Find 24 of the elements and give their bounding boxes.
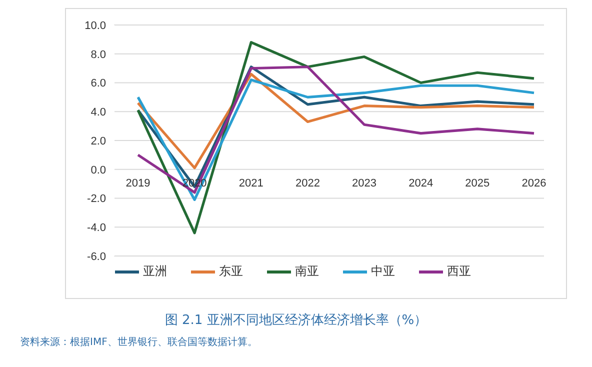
- x-tick-label: 2022: [295, 177, 320, 190]
- y-tick-label: 4.0: [90, 106, 106, 119]
- x-tick-label: 2020: [182, 177, 207, 190]
- x-tick-label: 2019: [126, 177, 150, 190]
- x-tick-label: 2021: [238, 177, 264, 190]
- x-tick-label: 2023: [352, 177, 377, 190]
- legend-label: 西亚: [447, 264, 471, 278]
- y-tick-label: -6.0: [87, 250, 106, 263]
- legend-label: 中亚: [371, 264, 395, 278]
- legend-label: 南亚: [295, 264, 319, 278]
- legend-label: 东亚: [219, 264, 243, 278]
- text: 图 2.1 亚洲不同地区经济体经济增长率（%）: [164, 312, 428, 329]
- text: 资料来源：根据IMF、世界银行、联合国等数据计算。: [20, 336, 258, 349]
- y-tick-label: -4.0: [87, 222, 106, 234]
- legend-label: 亚洲: [143, 264, 167, 278]
- y-tick-label: 2.0: [90, 135, 106, 148]
- x-tick-label: 2024: [408, 177, 434, 190]
- x-tick-label: 2025: [465, 177, 490, 190]
- x-tick-label: 2026: [522, 177, 546, 190]
- y-tick-label: -2.0: [87, 193, 106, 206]
- y-tick-label: 6.0: [90, 78, 106, 90]
- y-tick-label: 0.0: [90, 164, 106, 176]
- y-tick-label: 8.0: [90, 48, 106, 61]
- y-tick-label: 10.0: [84, 20, 106, 32]
